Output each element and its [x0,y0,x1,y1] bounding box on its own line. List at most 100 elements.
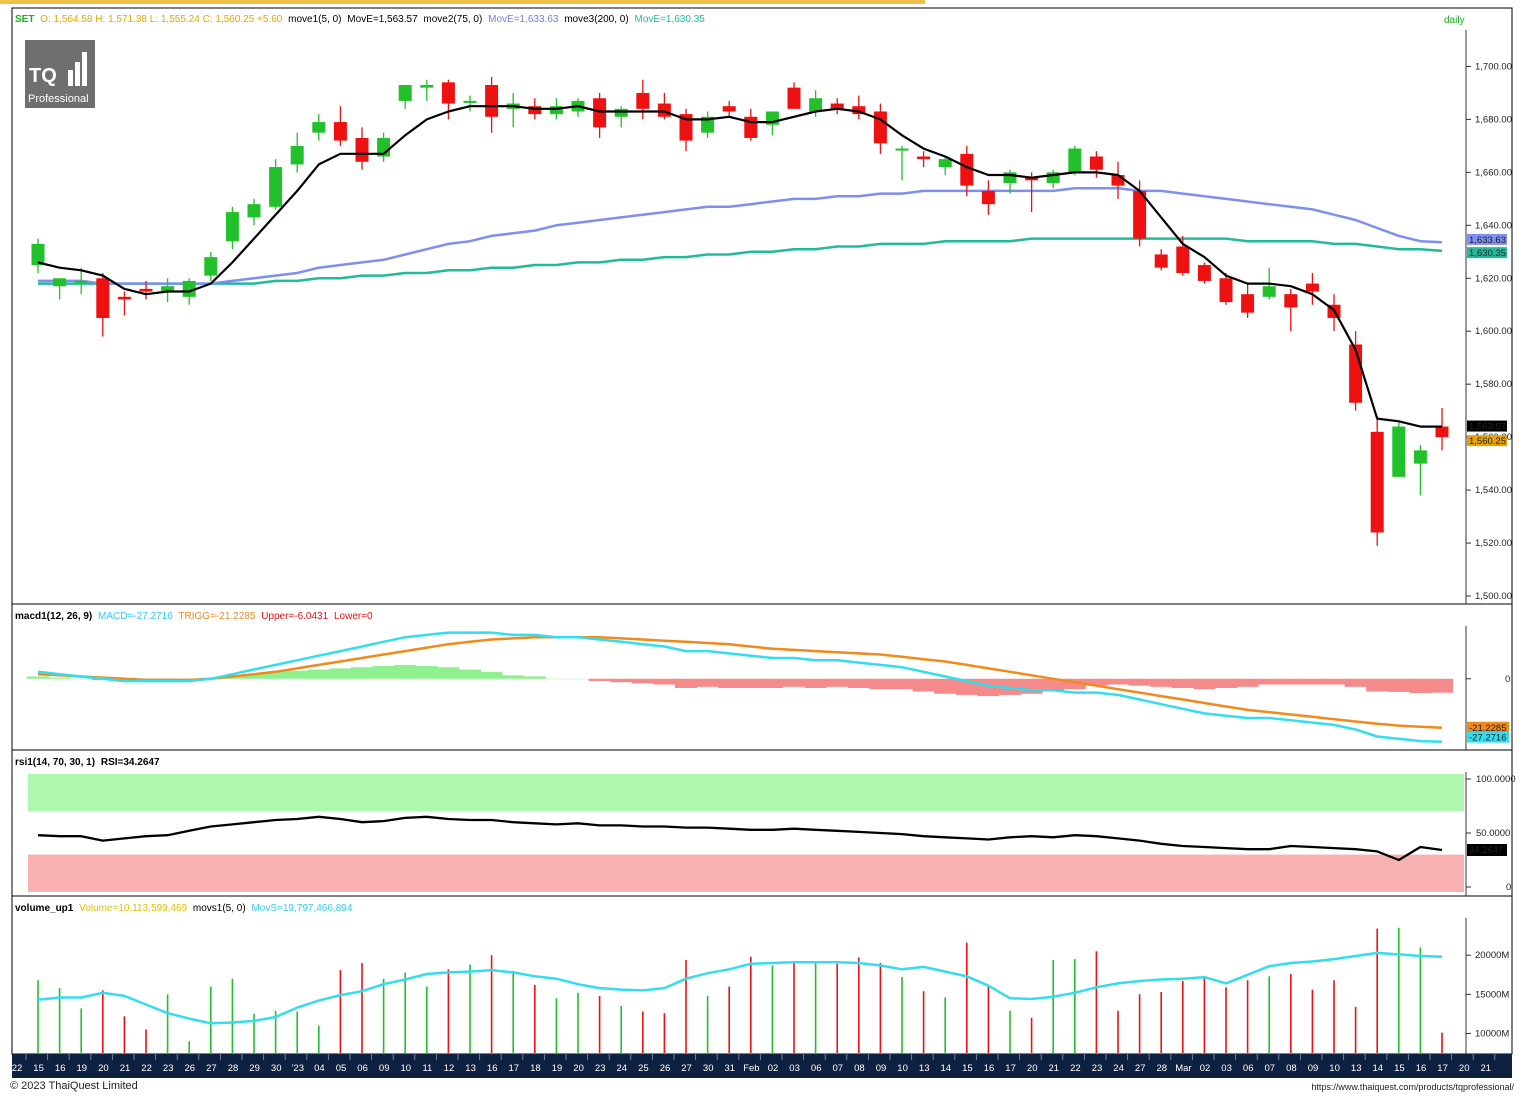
volume-tick-label: 10000M [1475,1028,1509,1039]
date-label: 06 [1243,1063,1254,1074]
date-label: 24 [617,1063,628,1074]
header-move3-val: MovE=1,630.35 [634,14,705,25]
macd-histogram-bar [1366,678,1389,692]
candle-body [1262,286,1276,297]
macd-histogram-bar [437,667,460,679]
ma5-line-group [37,105,1442,428]
logo-text: TQ [29,65,57,87]
date-axis: 22 15 16 19 20 21 22 23 26 27 28 29 30 '23 04 05 06 09 10 1… [12,1054,1496,1074]
macd-badge-bg [1467,731,1509,743]
macd-histogram-bar [804,678,827,688]
header-move1: move1(5, 0) [288,14,341,25]
date-label: 12 [444,1063,455,1074]
candle-body [53,278,67,287]
macd-histogram-bar [1171,678,1194,688]
candle-body [247,204,261,218]
volume-axis: 10000M 15000M 20000M [1466,950,1509,1039]
logo-subtext: Professional [28,93,89,105]
date-label: 24 [1113,1063,1124,1074]
date-label: 27 [1135,1063,1146,1074]
trigg-badge-bg [1467,721,1509,733]
date-label: 27 [206,1063,217,1074]
candle-body [1413,450,1427,464]
macd-histogram-bar [394,664,417,679]
candle-body [269,167,283,207]
candle-body [614,108,628,117]
macd-value: MACD=-27.2716 [98,611,173,622]
date-label: 16 [984,1063,995,1074]
candle-body [636,92,650,109]
candle-body [398,85,412,101]
candle-body [355,137,369,162]
rsi-badge: 34.2647 [1469,845,1503,856]
date-label: 15 [962,1063,973,1074]
move1-badge: 1,563.57 [1469,422,1506,433]
period-label[interactable]: daily [1444,15,1465,26]
date-label: 06 [357,1063,368,1074]
macd-histogram-bar [1258,678,1281,685]
candle-body [1133,190,1147,239]
volume-panel[interactable] [11,895,1513,1055]
date-label: 19 [77,1063,88,1074]
macd-histogram-bar [1344,678,1367,687]
volume-name: volume_up1 [15,903,74,914]
candle-body [96,278,110,318]
volume-header: volume_up1 Volume=10,113,599,469 movs1(5… [15,903,353,914]
candle-body [830,103,844,109]
volume-tick-label: 15000M [1475,989,1509,1000]
macd-histogram-bar [329,668,352,679]
ma75-line-group [38,187,1443,285]
macd-histogram-bar [502,675,525,679]
macd-histogram-bar [1387,678,1410,692]
macd-histogram-bar [27,676,49,679]
date-label: Feb [743,1063,759,1074]
macd-histogram-bar [1193,678,1216,690]
date-label: 05 [336,1063,347,1074]
candle-body [1219,278,1233,303]
candle-body [1025,177,1039,181]
date-label: Mar [1175,1063,1191,1074]
date-label: 18 [530,1063,541,1074]
date-label: 13 [919,1063,930,1074]
date-label: 10 [1329,1063,1340,1074]
date-label: 02 [768,1063,779,1074]
price-tick-label: 1,580.00 [1475,379,1512,390]
macd-histogram-bar [1323,678,1345,685]
rsi-tick-label: 100.0000 [1476,774,1516,785]
move1-badge-bg [1467,420,1507,432]
macd-histogram-bar [70,678,93,680]
footer-url[interactable]: https://www.thaiquest.com/products/tqpro… [1311,1082,1514,1092]
date-label: 14 [941,1063,952,1074]
date-label: 03 [789,1063,800,1074]
candle-body [1154,254,1168,268]
date-label: 15 [1394,1063,1405,1074]
macd-plot [27,631,1453,743]
rsi-tick-label: 50.0000 [1476,828,1510,839]
candle-body [1046,172,1060,183]
date-label: 20 [1459,1063,1470,1074]
date-label: 22 [1070,1063,1081,1074]
macd-histogram-bar [372,666,395,679]
macd-histogram-bar [934,678,957,694]
candle-body [657,103,671,117]
price-tick-label: 1,660.00 [1475,167,1512,178]
rsi-overbought-zone [28,774,1464,812]
date-label: 23 [163,1063,174,1074]
date-label: 22 [141,1063,152,1074]
macd-axis: 0 [1466,674,1510,685]
ma200-line [38,237,1443,285]
candle-body [204,257,218,276]
candle-body [722,106,736,112]
copyright: © 2023 ThaiQuest Limited [10,1080,138,1092]
macd-histogram-bar [783,678,805,687]
date-label: 20 [98,1063,109,1074]
date-label: 10 [401,1063,412,1074]
date-label: 03 [1221,1063,1232,1074]
macd-histogram-bar [847,678,870,688]
move2-badge-bg [1467,233,1507,245]
price-panel[interactable] [11,7,1513,605]
macd-histogram-bar [264,671,287,679]
close-badge-bg [1467,435,1507,447]
date-label: 09 [1308,1063,1319,1074]
